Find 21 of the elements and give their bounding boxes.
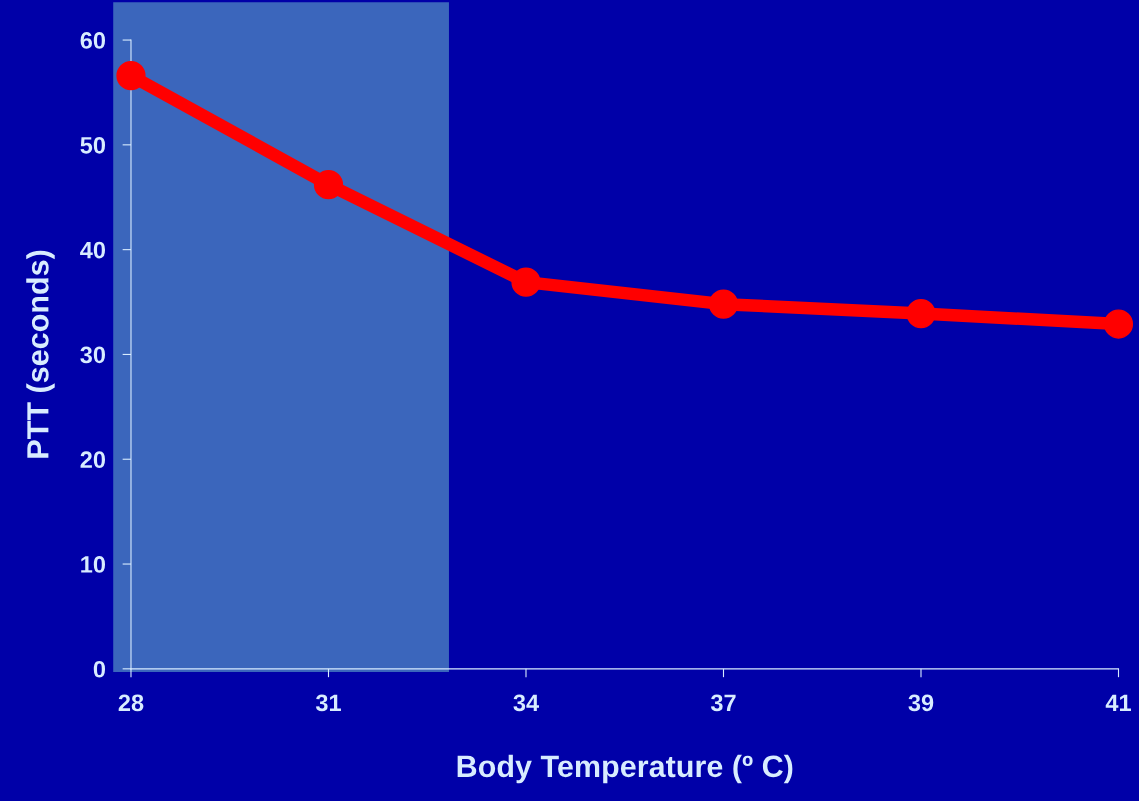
- y-tick-label: 30: [80, 346, 106, 364]
- point: [511, 267, 541, 297]
- y-tick-label: 10: [81, 556, 106, 573]
- point: [116, 61, 146, 91]
- y-tick-label: 60: [80, 32, 106, 49]
- x-tick-label: 37: [710, 694, 736, 712]
- point: [906, 298, 936, 329]
- point: [1103, 309, 1134, 339]
- x-tick-label: 31: [315, 694, 341, 712]
- y-tick-label: 0: [93, 660, 106, 678]
- point: [708, 289, 739, 319]
- x-tick-label: 39: [908, 694, 934, 712]
- x-tick-label: 28: [118, 694, 144, 712]
- x-tick-label: 34: [513, 694, 539, 712]
- y-tick-label: 50: [80, 136, 106, 154]
- y-tick-label: 40: [80, 241, 106, 259]
- x-tick-label: 41: [1105, 694, 1131, 711]
- x-axis-title: Body Temperature (º C): [457, 754, 793, 784]
- y-tick-label: 20: [80, 451, 106, 469]
- point: [313, 170, 344, 200]
- y-axis-title: PTT (seconds): [26, 250, 55, 458]
